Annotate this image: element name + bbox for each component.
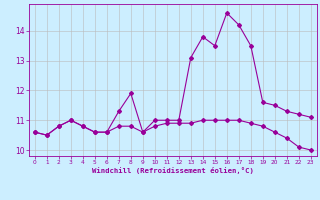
X-axis label: Windchill (Refroidissement éolien,°C): Windchill (Refroidissement éolien,°C) (92, 167, 254, 174)
